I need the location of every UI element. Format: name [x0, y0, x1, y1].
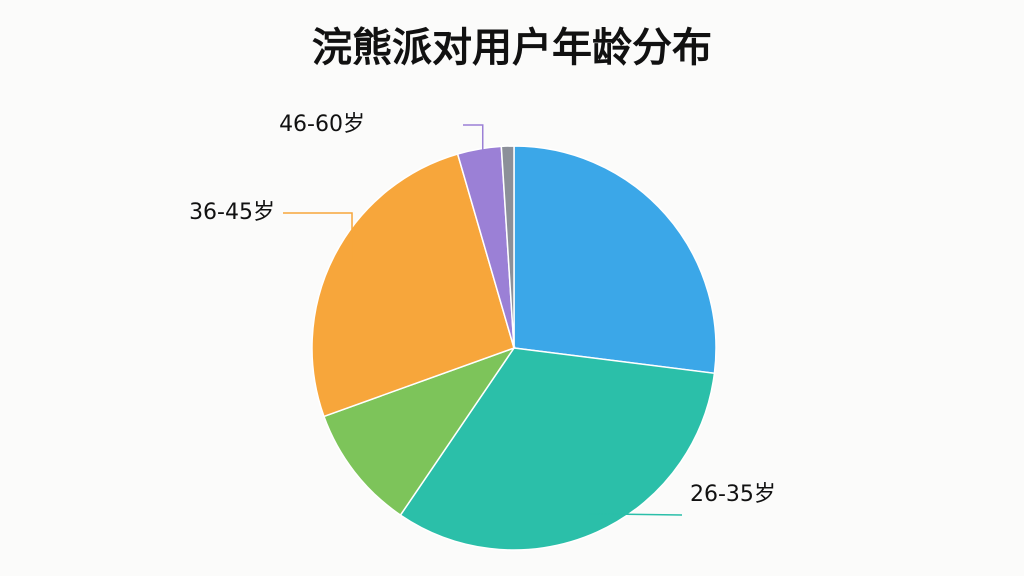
pie-slice — [311, 153, 515, 418]
pie-slice — [322, 346, 516, 517]
pie-slice — [513, 145, 717, 375]
leader-line — [283, 212, 353, 266]
chart-title: 浣熊派对用户年龄分布 — [312, 25, 712, 71]
slice-label: 46-60岁 — [279, 112, 365, 137]
leader-line — [463, 124, 484, 169]
slice-label: 26-35岁 — [690, 482, 776, 507]
pie-slice — [399, 347, 716, 551]
leader-line — [588, 512, 683, 516]
pie-slice — [500, 145, 515, 349]
slice-label: 36-45岁 — [189, 200, 275, 225]
